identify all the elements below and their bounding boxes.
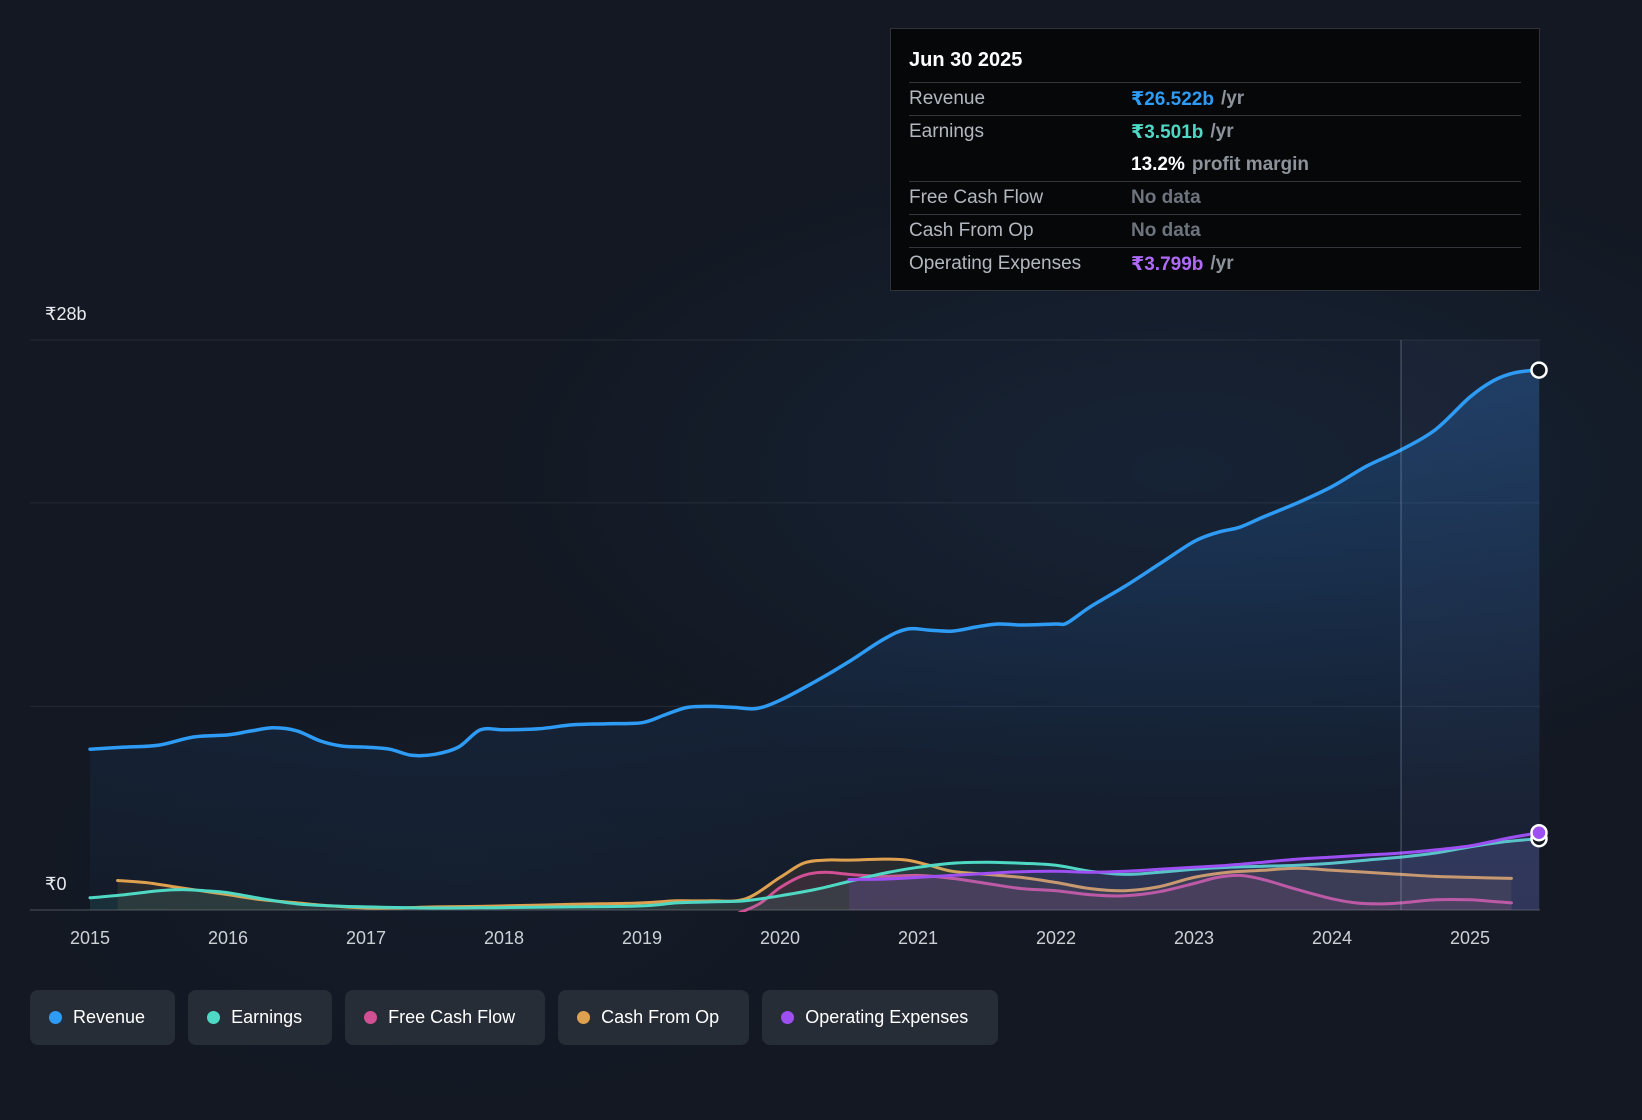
tooltip-row-earnings: Earnings ₹3.501b/yr: [909, 115, 1521, 148]
legend-label: Earnings: [231, 1007, 303, 1027]
x-tick-2021: 2021: [897, 928, 939, 948]
legend-item-revenue[interactable]: Revenue: [30, 990, 176, 1045]
y-axis-label-top: ₹28b: [45, 304, 87, 324]
x-tick-2020: 2020: [759, 928, 801, 948]
operating-expenses-end-dot: [1530, 823, 1548, 842]
cash-from-op-dot: [577, 1011, 591, 1024]
revenue-line: [88, 368, 1541, 758]
x-tick-2022: 2022: [1035, 928, 1077, 948]
tooltip-row-free-cash-flow: Free Cash Flow No data: [909, 181, 1521, 214]
tooltip-row-cash-from-op: Cash From Op No data: [909, 214, 1521, 247]
x-tick-2018: 2018: [483, 928, 525, 948]
legend-label: Free Cash Flow: [388, 1007, 516, 1027]
x-tick-2019: 2019: [621, 928, 663, 948]
tooltip-row-suffix: /yr: [1220, 88, 1245, 109]
y-axis-label-zero: ₹0: [45, 874, 67, 894]
series-group: [88, 368, 1541, 912]
tooltip-row-label: Operating Expenses: [909, 253, 1082, 274]
x-axis-labels: 2015 2016 2017 2018 2019 2020 2021 2022 2023 2024…: [0, 928, 1642, 954]
tooltip-row-suffix: /yr: [1210, 121, 1234, 142]
tooltip-rows: Revenue ₹26.522b/yr Earnings ₹3.501b/yr 13.2…: [909, 82, 1521, 280]
legend-item-earnings[interactable]: Earnings: [188, 990, 333, 1045]
x-tick-2024: 2024: [1311, 928, 1353, 948]
earnings-dot: [207, 1011, 221, 1024]
tooltip-row-profit-margin: 13.2% profit margin: [909, 148, 1521, 181]
free-cash-flow-line: [737, 870, 1513, 912]
revenue-area: [90, 370, 1539, 911]
tooltip-row-revenue: Revenue ₹26.522b/yr: [909, 82, 1521, 115]
tooltip-row-value: No data: [1131, 220, 1201, 241]
x-tick-2015: 2015: [69, 928, 111, 948]
revenue-dot: [49, 1011, 62, 1024]
legend-label: Cash From Op: [601, 1007, 720, 1027]
tooltip-row-operating-expenses: Operating Expenses ₹3.799b/yr: [909, 247, 1521, 280]
earnings-area: [90, 838, 1539, 910]
tooltip-row-value: No data: [1131, 187, 1201, 208]
tooltip-row-value: ₹26.522b: [1131, 88, 1214, 110]
x-tick-2023: 2023: [1173, 928, 1215, 948]
tooltip-row-label: Revenue: [909, 88, 986, 109]
operating-expenses-dot: [781, 1011, 795, 1024]
tooltip-row-label: Cash From Op: [909, 220, 1034, 241]
tooltip-row-value: ₹3.501b: [1131, 121, 1204, 143]
legend-item-operating-expenses[interactable]: Operating Expenses: [762, 990, 999, 1045]
x-tick-2025: 2025: [1449, 928, 1491, 948]
revenue-end-dot: [1530, 361, 1548, 379]
tooltip-row-suffix: profit margin: [1191, 153, 1310, 175]
legend-item-cash-from-op[interactable]: Cash From Op: [558, 990, 750, 1045]
legend: Revenue Earnings Free Cash Flow Cash From O…: [30, 990, 999, 1045]
tooltip-row-value: 13.2%: [1131, 153, 1185, 175]
tooltip-row-label: Free Cash Flow: [909, 187, 1044, 208]
legend-label: Operating Expenses: [805, 1007, 969, 1027]
operating-expenses-area: [849, 832, 1539, 910]
legend-label: Revenue: [73, 1007, 146, 1027]
tooltip-date-title: Jun 30 2025: [909, 49, 1023, 71]
legend-item-free-cash-flow[interactable]: Free Cash Flow: [345, 990, 546, 1045]
operating-expenses-line: [847, 831, 1541, 881]
free-cash-flow-area: [738, 872, 1512, 912]
tooltip-row-value: ₹3.799b: [1131, 253, 1204, 275]
free-cash-flow-dot: [364, 1011, 378, 1024]
tooltip-row-label: Earnings: [909, 121, 984, 142]
cash-from-op-area: [117, 859, 1512, 910]
x-tick-2017: 2017: [345, 928, 387, 948]
tooltip-row-suffix: /yr: [1210, 253, 1234, 274]
date-tooltip: Jun 30 2025 Revenue ₹26.522b/yr Earnings ₹3…: [890, 28, 1540, 291]
x-tick-2016: 2016: [207, 928, 249, 948]
